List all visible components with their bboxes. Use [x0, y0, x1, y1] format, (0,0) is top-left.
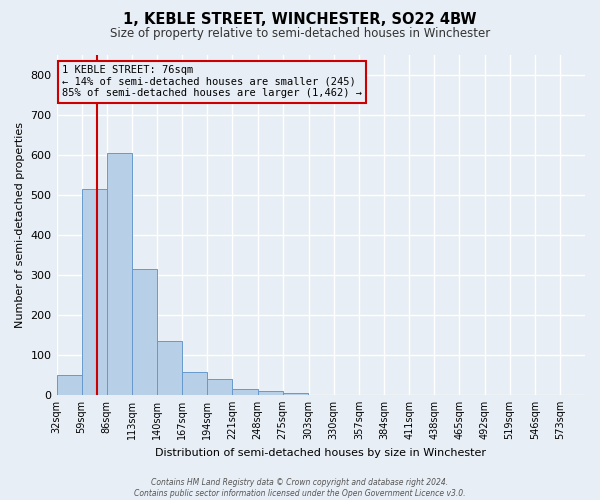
Text: 1, KEBLE STREET, WINCHESTER, SO22 4BW: 1, KEBLE STREET, WINCHESTER, SO22 4BW [123, 12, 477, 28]
Y-axis label: Number of semi-detached properties: Number of semi-detached properties [15, 122, 25, 328]
Bar [107, 153, 132, 395]
Bar [132, 269, 157, 395]
Bar [283, 393, 308, 395]
Text: 1 KEBLE STREET: 76sqm
← 14% of semi-detached houses are smaller (245)
85% of sem: 1 KEBLE STREET: 76sqm ← 14% of semi-deta… [62, 65, 362, 98]
Bar [257, 391, 283, 395]
Bar [82, 189, 107, 395]
Bar [157, 341, 182, 395]
Bar [232, 389, 257, 395]
X-axis label: Distribution of semi-detached houses by size in Winchester: Distribution of semi-detached houses by … [155, 448, 486, 458]
Bar [207, 379, 232, 395]
Text: Size of property relative to semi-detached houses in Winchester: Size of property relative to semi-detach… [110, 28, 490, 40]
Bar [182, 372, 207, 395]
Bar [56, 375, 82, 395]
Text: Contains HM Land Registry data © Crown copyright and database right 2024.
Contai: Contains HM Land Registry data © Crown c… [134, 478, 466, 498]
